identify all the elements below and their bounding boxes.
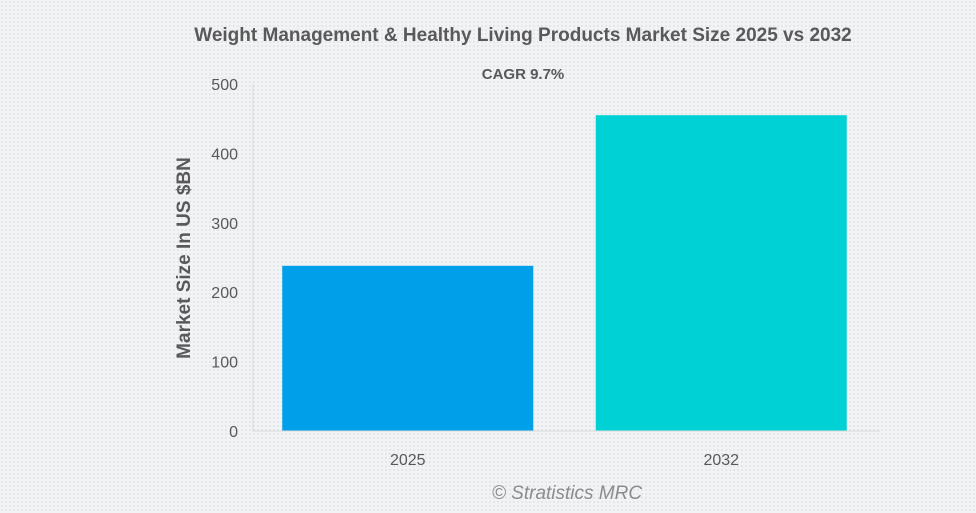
bar-2025: [282, 265, 534, 431]
credit-text: © Stratistics MRC: [492, 483, 642, 504]
y-tick-label: 100: [211, 355, 238, 372]
bar-2032: [595, 115, 847, 431]
y-tick-label: 500: [211, 77, 238, 94]
y-tick-label: 200: [211, 285, 238, 302]
y-tick-label: 0: [229, 424, 238, 441]
x-tick-label: 2032: [703, 452, 739, 469]
chart-title: Weight Management & Healthy Living Produ…: [194, 25, 851, 46]
x-axis: 2025 2032: [390, 452, 739, 469]
chart-subtitle: CAGR 9.7%: [482, 66, 565, 83]
y-axis-label: Market Size In US $BN: [174, 157, 195, 359]
y-tick-label: 300: [211, 216, 238, 233]
x-tick-label: 2025: [390, 452, 426, 469]
y-tick-label: 400: [211, 146, 238, 163]
bars: [282, 115, 847, 431]
y-axis: 0 100 200 300 400 500: [211, 77, 238, 441]
